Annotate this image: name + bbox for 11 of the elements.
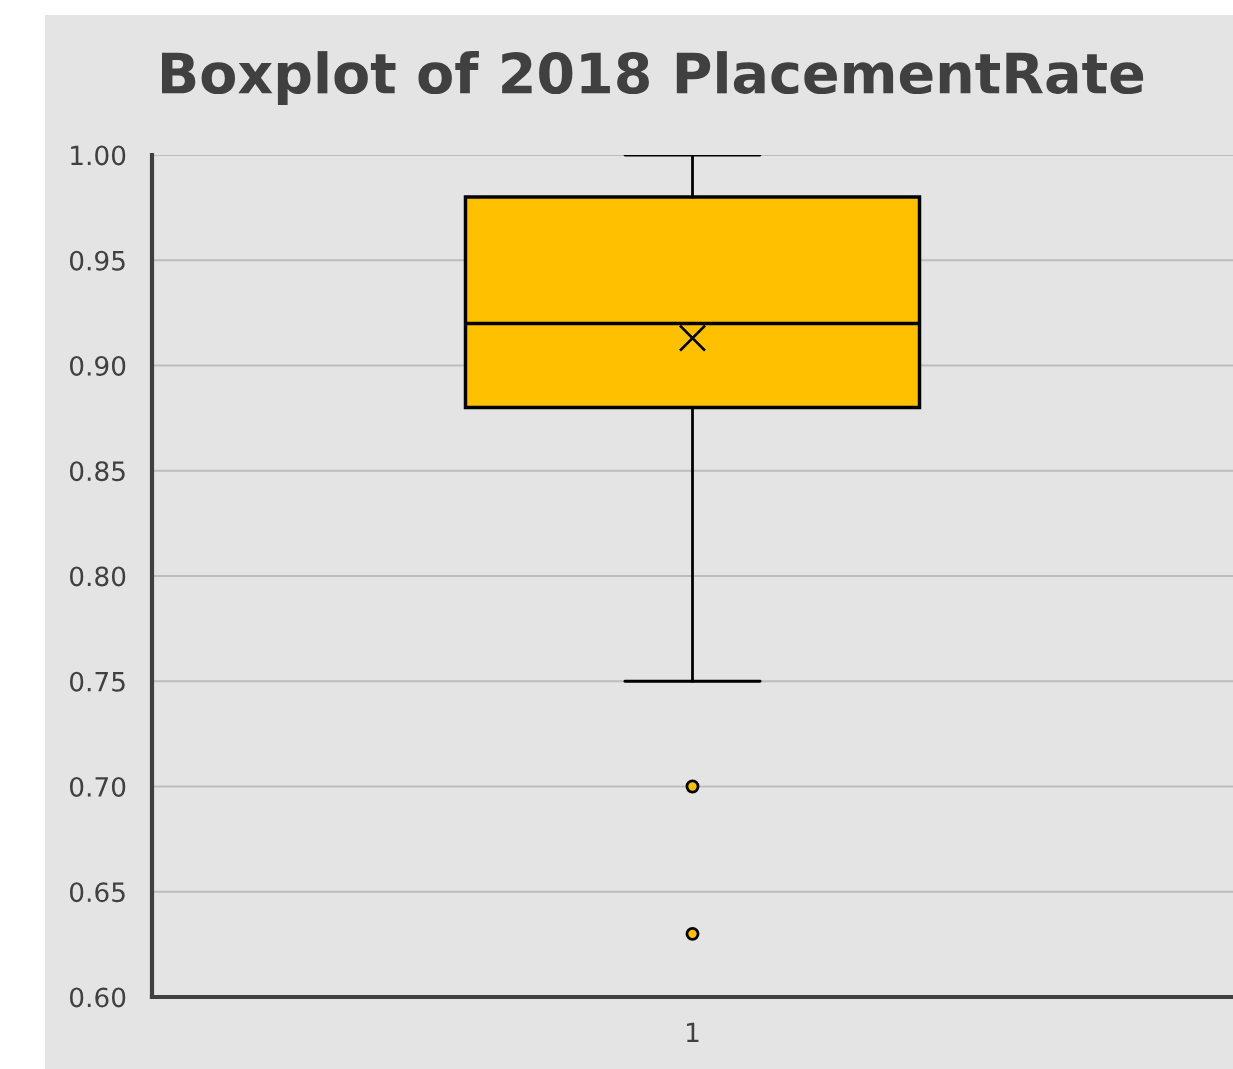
chart-title: Boxplot of 2018 PlacementRate xyxy=(161,51,1144,105)
y-tick-label: 0.75 xyxy=(69,671,125,692)
y-tick-label: 0.60 xyxy=(69,987,126,1008)
y-tick-label: 1.00 xyxy=(71,145,126,166)
x-tick-label: 1 xyxy=(687,1022,699,1043)
y-tick-label: 0.90 xyxy=(69,355,126,376)
y-tick-label: 0.80 xyxy=(69,566,126,587)
y-tick-label: 0.70 xyxy=(69,776,126,797)
y-tick-label: 0.85 xyxy=(69,461,125,482)
y-tick-label: 0.95 xyxy=(69,250,125,271)
y-tick-label: 0.65 xyxy=(69,882,125,903)
